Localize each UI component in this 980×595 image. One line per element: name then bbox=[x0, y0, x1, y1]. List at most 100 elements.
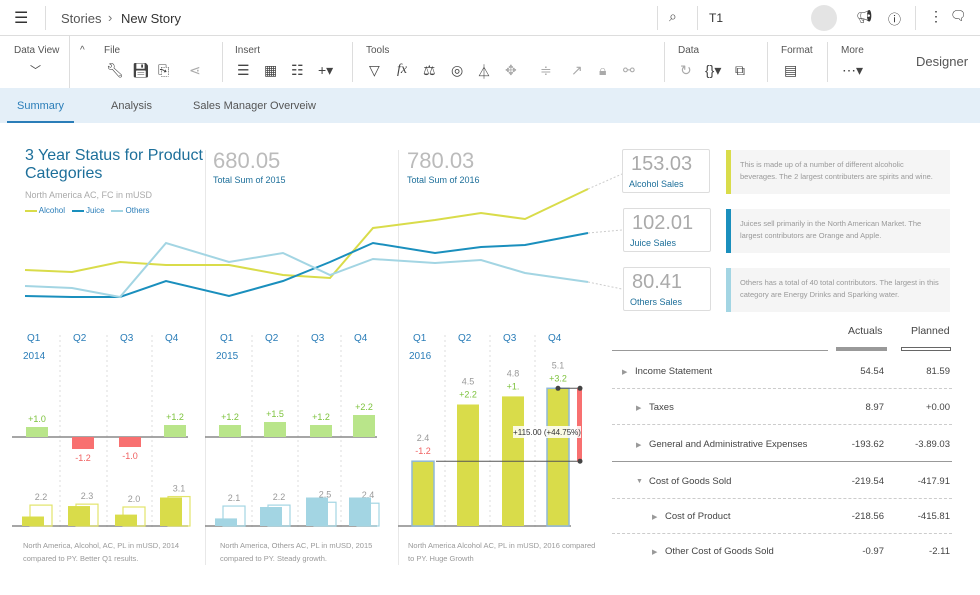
breadcrumb-stories[interactable]: Stories bbox=[61, 11, 102, 26]
kpi-2016-value: 780.03 bbox=[407, 148, 475, 173]
chat-icon[interactable]: 🗨︎ bbox=[950, 8, 967, 23]
variance-label: +2.2 bbox=[355, 402, 373, 412]
variance-label: +1.2 bbox=[312, 412, 330, 422]
card-alcohol[interactable]: 153.03 Alcohol Sales bbox=[622, 149, 710, 193]
hierarchy-icon[interactable]: ⏃ bbox=[477, 64, 491, 80]
save-icon[interactable]: 💾︎ bbox=[132, 62, 150, 78]
wrench-icon[interactable]: 🔧︎ bbox=[106, 62, 124, 78]
legend-others: Others bbox=[125, 206, 150, 215]
quarter-label: Q2 bbox=[73, 333, 87, 344]
filter-controls-icon[interactable]: ☷ bbox=[291, 62, 304, 78]
target-icon[interactable]: ◎ bbox=[451, 62, 464, 78]
actual-value: 8.97 bbox=[865, 402, 885, 413]
kpi-2015-label: Total Sum of 2015 bbox=[213, 175, 286, 185]
variance-label: +1.5 bbox=[266, 409, 284, 419]
align-icon[interactable]: ≑ bbox=[540, 62, 552, 78]
previous-year-label: 2.4 bbox=[362, 490, 375, 500]
expand-icon[interactable]: ▶ bbox=[636, 442, 642, 449]
format-icon[interactable]: ▤ bbox=[784, 62, 798, 78]
legend-juice: Juice bbox=[85, 206, 105, 215]
actual-value: -218.56 bbox=[851, 511, 884, 522]
layers-icon[interactable]: ⧉ bbox=[735, 62, 745, 78]
format-label: Format bbox=[781, 45, 813, 56]
card-juice[interactable]: 102.01 Juice Sales bbox=[623, 208, 711, 252]
tab-sales-manager-overview[interactable]: Sales Manager Overveiw bbox=[193, 100, 316, 112]
collapse-icon[interactable]: ^ bbox=[80, 45, 85, 56]
divider bbox=[915, 6, 916, 30]
actual-bar bbox=[546, 387, 570, 527]
copy-icon[interactable]: ⎘ bbox=[158, 62, 170, 78]
year-label: 2015 bbox=[216, 351, 239, 362]
more-icon[interactable]: ⋯▾ bbox=[842, 62, 864, 78]
share-icon[interactable]: ⋖ bbox=[189, 62, 201, 78]
year-label: 2016 bbox=[409, 351, 432, 362]
actual-bar bbox=[457, 404, 479, 526]
quarter-label: Q4 bbox=[165, 333, 179, 344]
page-title: 3 Year Status for Product Categories bbox=[25, 147, 203, 182]
move-icon[interactable]: ✥ bbox=[505, 62, 517, 78]
planned-value: -2.11 bbox=[929, 546, 950, 557]
variance-label: +1. bbox=[507, 381, 520, 391]
tab-analysis[interactable]: Analysis bbox=[111, 100, 152, 112]
formula-icon[interactable]: fx bbox=[397, 62, 408, 77]
expand-icon[interactable]: ▶ bbox=[636, 405, 642, 412]
hamburger-menu-icon[interactable]: ☰ bbox=[14, 10, 29, 27]
actual-label: 4.8 bbox=[507, 368, 520, 378]
variance-bar bbox=[119, 437, 141, 447]
note-text: Juices sell primarily in the North Ameri… bbox=[740, 219, 922, 240]
trend-icon[interactable]: ↗ bbox=[571, 62, 583, 78]
previous-year-label: 3.1 bbox=[173, 484, 186, 494]
lock-icon[interactable]: 🔒︎ bbox=[599, 62, 607, 78]
previous-year-label: 2.2 bbox=[35, 492, 48, 502]
quarter-label: Q3 bbox=[311, 333, 325, 344]
series-line-juice bbox=[24, 232, 589, 298]
scale-icon[interactable]: ⚖︎ bbox=[423, 62, 436, 78]
header-planned: Planned bbox=[911, 325, 950, 337]
breadcrumb-separator: › bbox=[108, 10, 113, 25]
card-label: Others Sales bbox=[630, 297, 683, 307]
collapse-icon[interactable]: ▼ bbox=[636, 478, 643, 485]
add-icon[interactable]: +▾ bbox=[318, 62, 334, 78]
filter-icon[interactable]: ▽ bbox=[369, 62, 380, 78]
refresh-icon[interactable]: ↻ bbox=[680, 62, 692, 78]
avatar[interactable] bbox=[811, 5, 837, 31]
top-bar: ☰ Stories › New Story ⌕ T1 📢︎ ⓘ ⋮ 🗨︎ bbox=[0, 0, 980, 36]
announcement-icon[interactable]: 📢︎ bbox=[856, 9, 873, 24]
expand-icon[interactable]: ▶ bbox=[622, 369, 628, 376]
help-icon[interactable]: ⓘ bbox=[888, 12, 902, 27]
expand-icon[interactable]: ▶ bbox=[652, 514, 658, 521]
variance-label: -1.2 bbox=[75, 453, 91, 463]
toolbar: Data View ﹀ ^ File 🔧︎ 💾︎ ⎘ ⋖ Insert ☰ ▦ … bbox=[0, 36, 980, 88]
legend: Alcohol Juice Others bbox=[25, 206, 150, 215]
variables-icon[interactable]: {}▾ bbox=[705, 62, 722, 78]
table-icon[interactable]: ▦ bbox=[264, 62, 278, 78]
row-divider bbox=[612, 424, 952, 425]
expand-icon[interactable]: ▶ bbox=[652, 549, 658, 556]
row-divider bbox=[612, 498, 952, 499]
more-label: More bbox=[841, 45, 864, 56]
divider bbox=[664, 42, 665, 82]
row-divider bbox=[612, 533, 952, 534]
link-icon[interactable]: ⚯ bbox=[623, 62, 635, 78]
search-icon[interactable]: ⌕ bbox=[669, 8, 677, 24]
chart-icon[interactable]: ☰ bbox=[237, 62, 250, 78]
tab-summary[interactable]: Summary bbox=[7, 100, 75, 123]
actual-value: -193.62 bbox=[851, 439, 884, 450]
variance-label: +1.2 bbox=[221, 412, 239, 422]
more-vertical-icon[interactable]: ⋮ bbox=[929, 8, 943, 24]
actual-label: 5.1 bbox=[552, 360, 565, 370]
search-input[interactable]: T1 bbox=[709, 11, 724, 25]
actual-bar bbox=[260, 507, 282, 526]
actual-bar bbox=[22, 516, 44, 526]
actual-value: 54.54 bbox=[860, 366, 884, 377]
planned-value: -415.81 bbox=[917, 511, 950, 522]
designer-button[interactable]: Designer bbox=[916, 54, 969, 69]
card-others[interactable]: 80.41 Others Sales bbox=[623, 267, 711, 311]
quarter-label: Q1 bbox=[27, 333, 41, 344]
chevron-down-icon[interactable]: ﹀ bbox=[30, 65, 41, 77]
quarter-label: Q1 bbox=[220, 333, 234, 344]
tab-bar: Summary Analysis Sales Manager Overveiw bbox=[0, 88, 980, 123]
divider bbox=[697, 6, 698, 30]
actual-bar bbox=[306, 497, 328, 526]
